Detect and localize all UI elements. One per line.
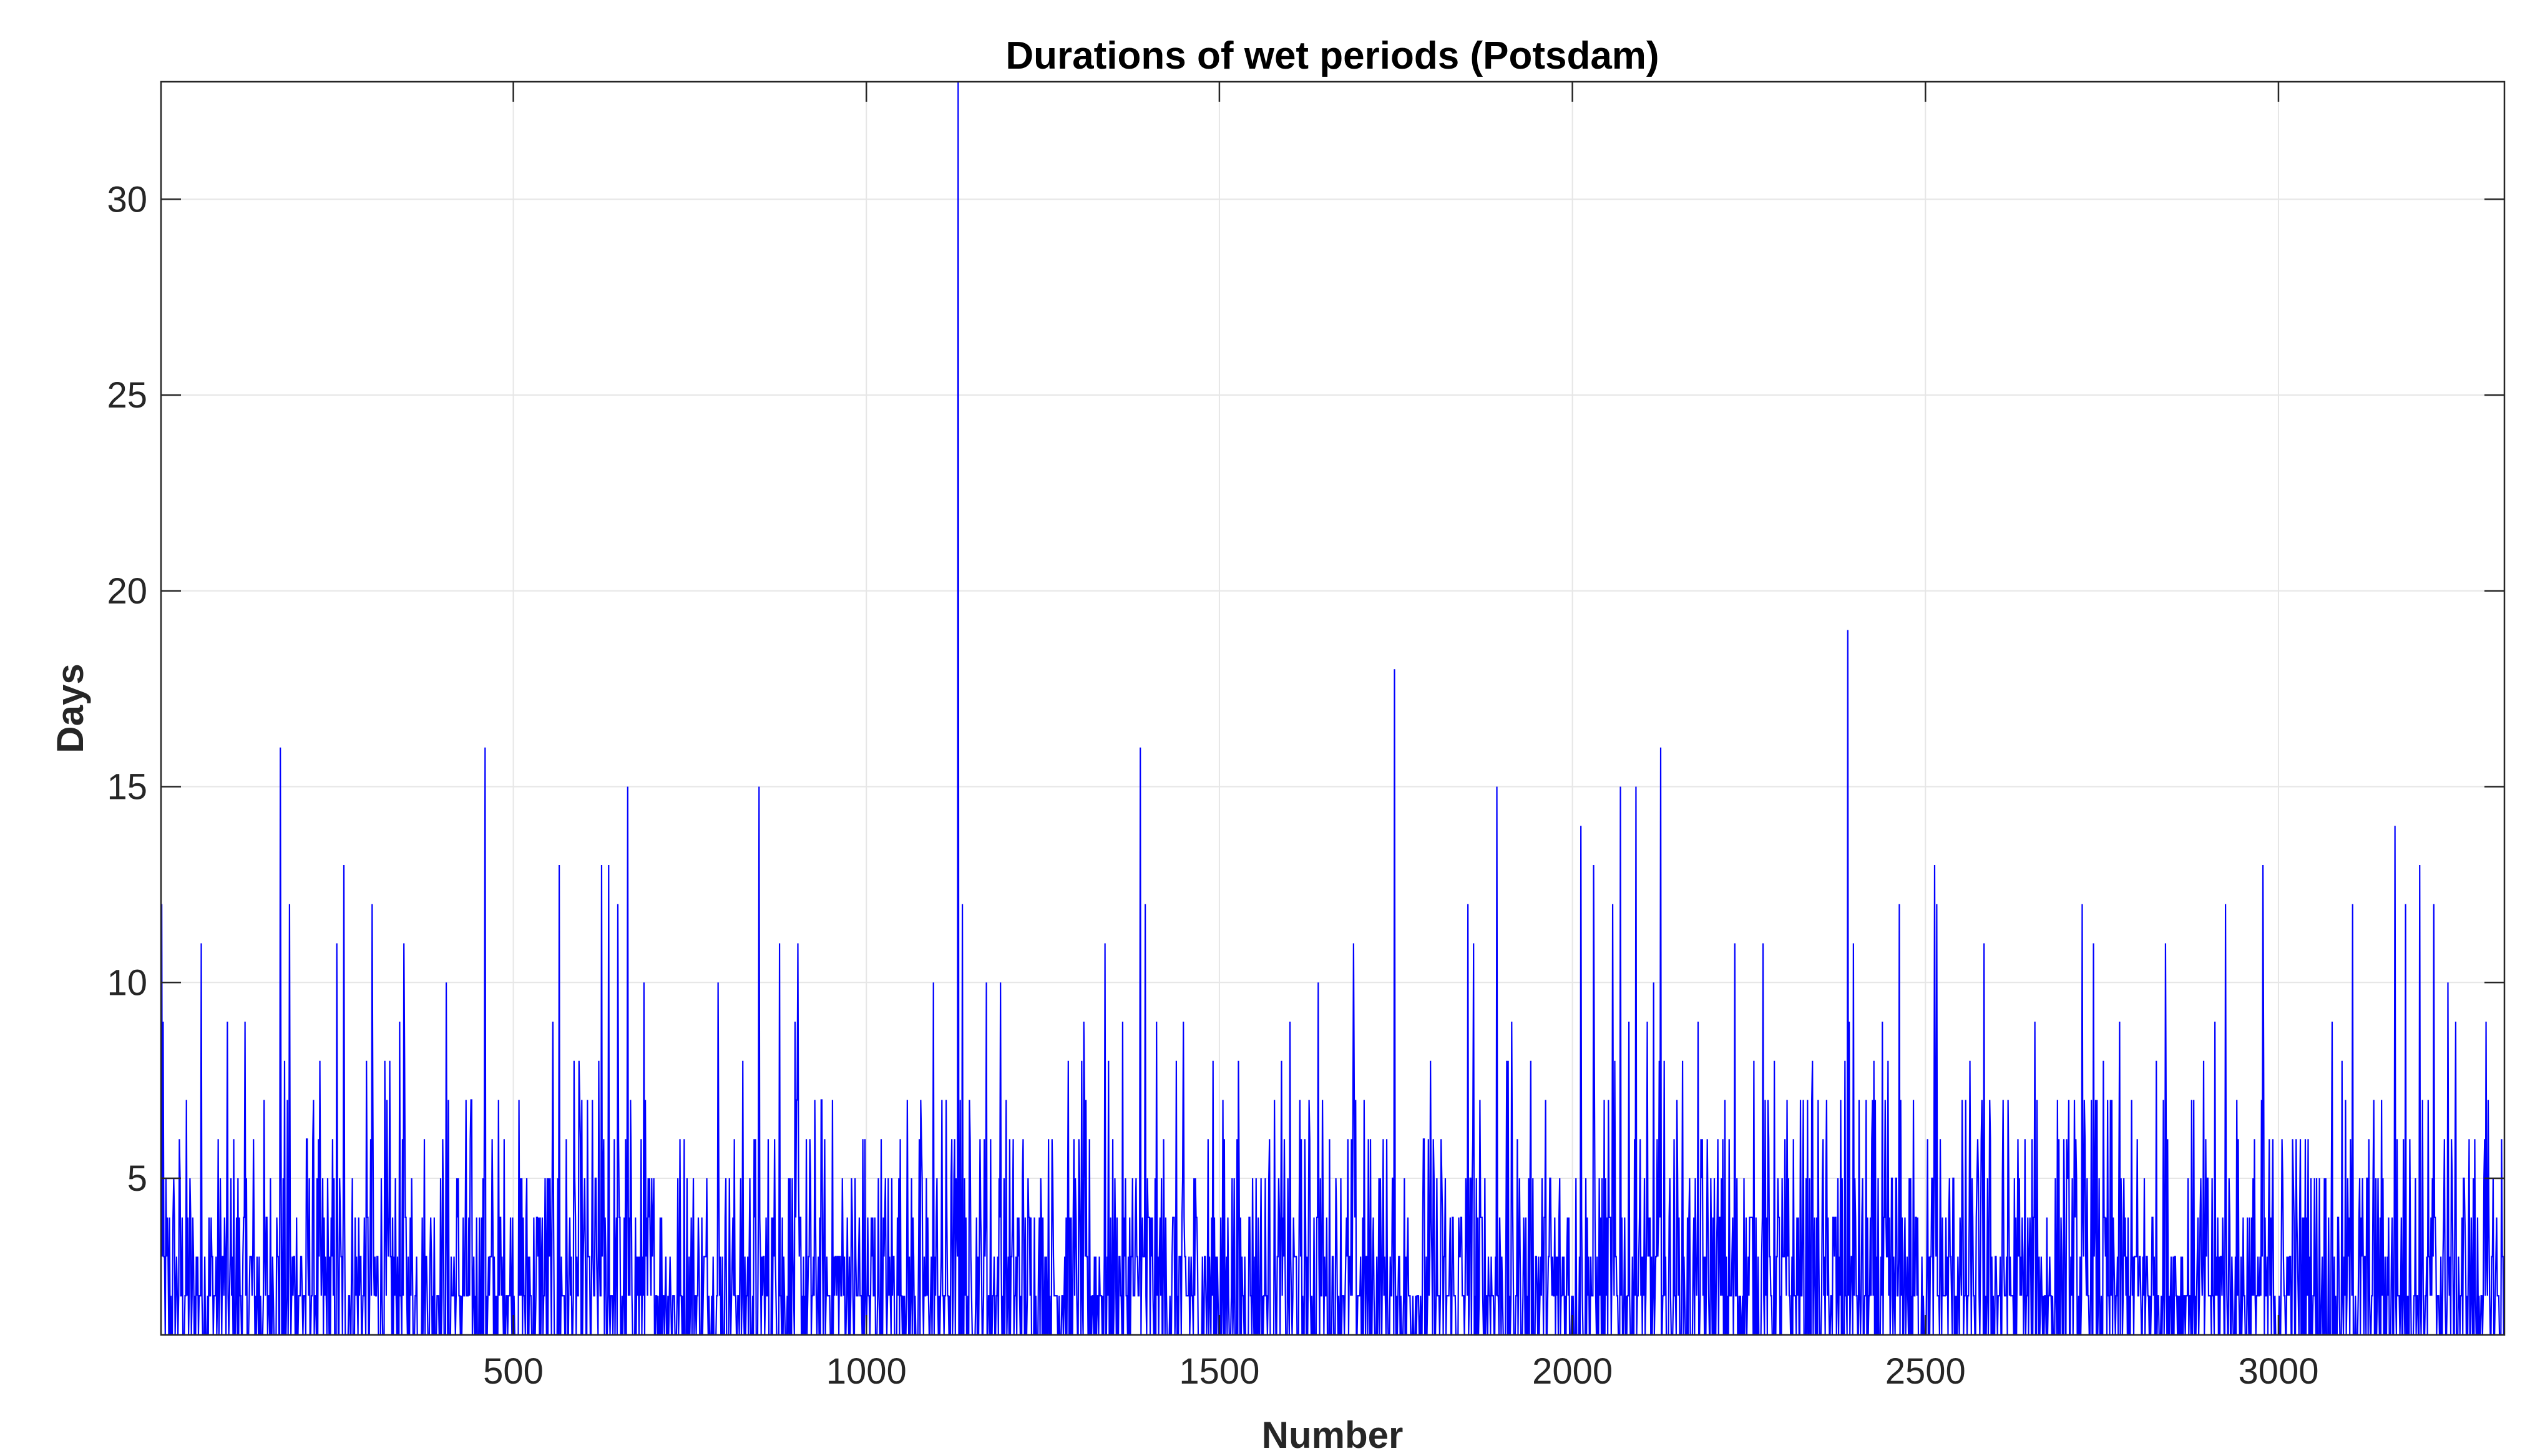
x-tick-label: 500 [483, 1351, 544, 1392]
x-tick-label: 2000 [1532, 1351, 1613, 1392]
x-tick-label: 2500 [1885, 1351, 1966, 1392]
y-axis-label: Days [49, 663, 91, 753]
x-tick-label: 1500 [1179, 1351, 1259, 1392]
y-tick-label: 15 [107, 767, 147, 808]
y-tick-label: 25 [107, 375, 147, 416]
y-tick-label: 30 [107, 179, 147, 220]
x-axis-label: Number [1262, 1414, 1404, 1456]
y-tick-labels: 5 10 15 20 25 30 [107, 179, 147, 1199]
y-tick-label: 10 [107, 962, 147, 1003]
axes-box [160, 81, 2506, 1336]
plot-area [161, 82, 2504, 1335]
series-line-wet-periods [161, 82, 2504, 1335]
x-tick-label: 3000 [2238, 1351, 2318, 1392]
y-tick-label: 20 [107, 571, 147, 612]
tick-marks [161, 82, 2504, 1335]
grid-lines [161, 82, 2504, 1335]
y-tick-label: 5 [127, 1158, 147, 1199]
chart-title: Durations of wet periods (Potsdam) [1005, 34, 1659, 77]
x-tick-label: 1000 [826, 1351, 907, 1392]
x-tick-labels: 500 1000 1500 2000 2500 3000 [483, 1351, 2318, 1392]
